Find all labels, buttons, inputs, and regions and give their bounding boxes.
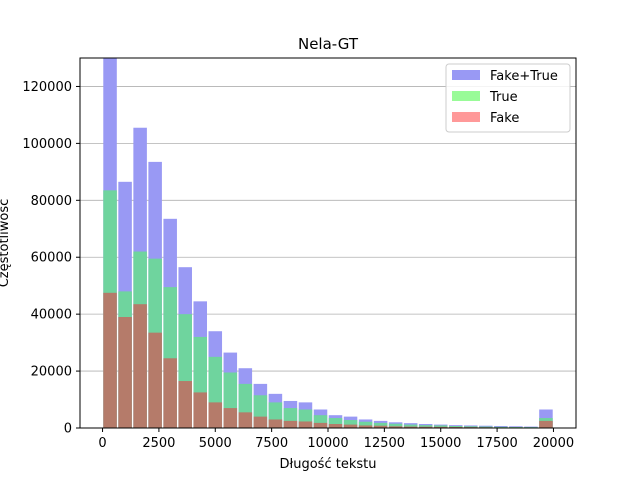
bar-fake	[208, 402, 223, 428]
bar-fake	[358, 425, 373, 428]
y-tick-label: 120000	[22, 80, 72, 95]
bar-fake	[163, 358, 177, 428]
x-tick-label: 20000	[533, 436, 574, 451]
bar-fake	[373, 425, 388, 428]
bar-fake	[223, 408, 238, 428]
bar-true	[388, 423, 403, 428]
bar-true	[403, 424, 418, 428]
bar-fake	[268, 419, 283, 428]
bar-true	[328, 418, 343, 428]
x-tick-label: 2500	[142, 436, 175, 451]
x-ticks: 0 2500 5000 7500 10000 12500 15000 17500 20000	[98, 428, 574, 451]
bar-fake	[328, 424, 343, 428]
bar-fake	[313, 422, 328, 428]
legend-swatch-fake-true	[452, 70, 480, 80]
bar-fake	[253, 416, 268, 428]
bar-fake	[298, 421, 313, 428]
y-axis-label: Częstotliwość	[0, 199, 12, 288]
x-tick-label: 17500	[476, 436, 517, 451]
bar-fake	[433, 426, 448, 428]
bar-fake	[133, 304, 147, 428]
x-tick-label: 10000	[307, 436, 348, 451]
legend-label-fake-true: Fake+True	[490, 69, 558, 84]
x-tick-label: 5000	[199, 436, 232, 451]
bar-fake	[388, 426, 403, 428]
bar-true	[418, 425, 433, 428]
bar-true	[433, 425, 448, 428]
x-tick-label: 0	[98, 436, 106, 451]
legend-swatch-fake	[452, 112, 480, 122]
legend-label-fake: Fake	[490, 111, 519, 126]
bar-true	[373, 422, 388, 428]
y-ticks: 0 20000 40000 60000 80000 100000 120000	[22, 80, 80, 437]
bar-fake	[539, 420, 553, 428]
bar-fake	[103, 292, 117, 428]
bar-true	[358, 421, 373, 428]
bar-fake	[283, 420, 298, 428]
bar-fake	[403, 426, 418, 428]
y-tick-label: 40000	[31, 308, 72, 323]
legend-label-true: True	[489, 90, 518, 105]
bar-true	[343, 420, 358, 428]
bar-fake	[238, 412, 253, 428]
legend-swatch-true	[452, 91, 480, 101]
y-tick-label: 100000	[22, 137, 72, 152]
bar-fake	[148, 332, 162, 428]
legend: Fake+True True Fake	[445, 63, 571, 133]
x-tick-label: 12500	[364, 436, 405, 451]
bars	[103, 58, 553, 428]
y-tick-label: 0	[64, 422, 72, 437]
y-tick-label: 80000	[31, 194, 72, 209]
chart-title: Nela-GT	[298, 35, 359, 53]
bar-fake	[178, 381, 192, 428]
bar-fake	[193, 392, 207, 428]
y-tick-label: 20000	[31, 365, 72, 380]
x-axis-label: Długość tekstu	[280, 457, 377, 472]
y-tick-label: 60000	[31, 251, 72, 266]
x-tick-label: 7500	[255, 436, 288, 451]
bar-fake	[118, 317, 132, 428]
bar-fake	[343, 424, 358, 428]
bar-fake	[418, 426, 433, 428]
x-tick-label: 15000	[420, 436, 461, 451]
